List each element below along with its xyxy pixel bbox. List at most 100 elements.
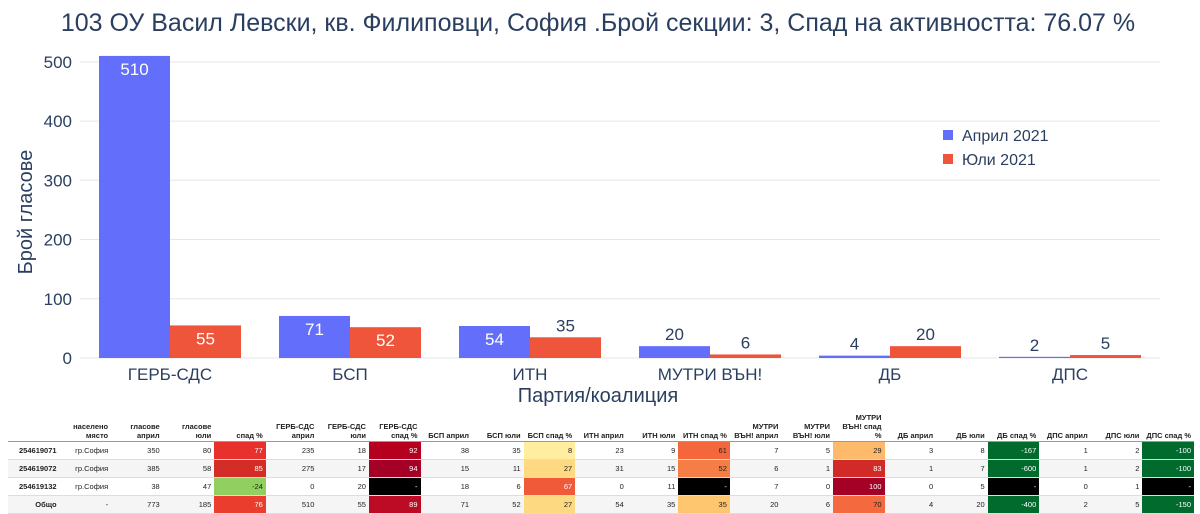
table-cell: 2 [1090, 441, 1143, 460]
column-header[interactable]: ГЕРБ-СДС юли [317, 412, 369, 442]
bar-april[interactable] [99, 55, 170, 359]
column-header[interactable]: ИТН спад % [678, 412, 730, 442]
table-cell: 6 [729, 459, 782, 478]
bar-july[interactable] [890, 346, 961, 358]
table-cell: 80 [162, 441, 215, 460]
table-cell: 20 [317, 477, 369, 496]
bar-value-label: 2 [1030, 336, 1039, 355]
x-axis-label: Партия/коалиция [518, 385, 678, 407]
bar-chart: 103 ОУ Васил Левски, кв. Филиповци, Софи… [15, 9, 1160, 407]
bar-value-label: 52 [376, 331, 395, 350]
table-cell: 0 [781, 477, 833, 496]
column-header[interactable]: гласове юли [162, 412, 215, 442]
table-cell: - [368, 477, 421, 496]
column-header[interactable]: ДПС април [1039, 412, 1091, 442]
table-cell: 0 [265, 477, 318, 496]
y-tick-label: 500 [44, 53, 72, 72]
table-body: 254619071 гр.София 350 80 77 235 18 92 38 35 8 23 9 6… [8, 441, 1194, 514]
bar-value-label: 55 [196, 329, 215, 348]
legend[interactable]: Април 2021 Юли 2021 [943, 128, 1049, 169]
gridlines [80, 61, 1160, 359]
table-cell: 35 [626, 495, 679, 514]
bar-july[interactable] [170, 325, 241, 358]
table-cell: 7 [936, 459, 988, 478]
table-cell: 35 [678, 495, 730, 514]
table-cell: 27 [523, 459, 576, 478]
bar-july[interactable] [1070, 355, 1141, 358]
table-cell: 1 [884, 459, 937, 478]
table-cell: -100 [1142, 441, 1194, 460]
column-header[interactable]: БСП юли [472, 412, 524, 442]
column-header[interactable]: БСП април [420, 412, 473, 442]
column-header[interactable]: гласове април [111, 412, 163, 442]
table-cell: 35 [472, 441, 524, 460]
y-axis-label: Брой гласове [15, 150, 37, 275]
x-axis-ticks: ГЕРБ-СДС БСП ИТН МУТРИ ВЪН! ДБ ДПС [128, 365, 1088, 384]
table-cell: 7 [729, 477, 782, 496]
table-cell: 185 [162, 495, 215, 514]
column-header[interactable]: МУТРИ ВЪН! спад % [833, 412, 885, 442]
chart-title: 103 ОУ Васил Левски, кв. Филиповци, Софи… [61, 9, 1135, 37]
column-header[interactable]: ДПС спад % [1142, 412, 1194, 442]
bar-value-label: 510 [120, 60, 148, 79]
bar-value-label: 71 [305, 320, 324, 339]
bar-april[interactable] [999, 356, 1070, 358]
column-header[interactable]: спад % [214, 412, 266, 442]
column-header[interactable]: ИТН юли [626, 412, 679, 442]
table-cell: 2 [1039, 495, 1091, 514]
table-cell: 38 [420, 441, 473, 460]
table-cell: 5 [1090, 495, 1143, 514]
column-header[interactable]: населено място [59, 412, 112, 442]
table-cell: 61 [678, 441, 730, 460]
y-tick-label: 0 [63, 349, 72, 368]
bar-july[interactable] [710, 354, 781, 358]
table-cell: 6 [472, 477, 524, 496]
column-header[interactable]: ГЕРБ-СДС април [265, 412, 318, 442]
column-header[interactable]: ДПС юли [1090, 412, 1143, 442]
x-tick-label: МУТРИ ВЪН! [658, 365, 762, 384]
column-header[interactable]: ДБ април [884, 412, 937, 442]
table-cell: 58 [162, 459, 215, 478]
column-header[interactable]: МУТРИ ВЪН! април [729, 412, 782, 442]
table-cell: 89 [368, 495, 421, 514]
legend-entry[interactable]: Април 2021 [962, 128, 1049, 145]
bar-value-label: 20 [665, 325, 684, 344]
table-cell: 38 [111, 477, 163, 496]
legend-swatch [943, 154, 953, 164]
bar-april[interactable] [639, 346, 710, 358]
bar-april[interactable] [279, 315, 350, 358]
column-header[interactable]: ИТН април [575, 412, 627, 442]
column-header[interactable] [8, 412, 60, 442]
column-header[interactable]: МУТРИ ВЪН! юли [781, 412, 833, 442]
bar-value-label: 6 [741, 333, 750, 352]
table-cell: 54 [575, 495, 627, 514]
table-cell: 4 [884, 495, 937, 514]
table-cell: 385 [111, 459, 163, 478]
table-cell: 2 [1090, 459, 1143, 478]
table-cell: 773 [111, 495, 163, 514]
legend-entry[interactable]: Юли 2021 [962, 152, 1036, 169]
bar-july[interactable] [530, 337, 601, 358]
table-cell: - [1142, 477, 1194, 496]
bar-april[interactable] [459, 326, 530, 358]
column-header[interactable]: ДБ юли [936, 412, 988, 442]
table-cell: -167 [987, 441, 1040, 460]
column-header[interactable]: БСП спад % [523, 412, 576, 442]
bar-april[interactable] [819, 355, 890, 358]
table-cell: -150 [1142, 495, 1194, 514]
table-cell: 254619071 [8, 441, 60, 460]
table-cell: 15 [626, 459, 679, 478]
column-header[interactable]: ДБ спад % [987, 412, 1040, 442]
column-header[interactable]: ГЕРБ-СДС спад % [368, 412, 421, 442]
table-cell: 92 [368, 441, 421, 460]
table-cell: 18 [420, 477, 473, 496]
table-cell: гр.София [59, 459, 112, 478]
results-table: населено място гласове април гласове юли сп… [8, 412, 1194, 514]
y-tick-label: 400 [44, 112, 72, 131]
x-tick-label: ИТН [513, 365, 548, 384]
table-cell: 52 [678, 459, 730, 478]
table-cell: -100 [1142, 459, 1194, 478]
bar-july[interactable] [350, 327, 421, 358]
table-cell: гр.София [59, 441, 112, 460]
table-cell: -600 [987, 459, 1040, 478]
